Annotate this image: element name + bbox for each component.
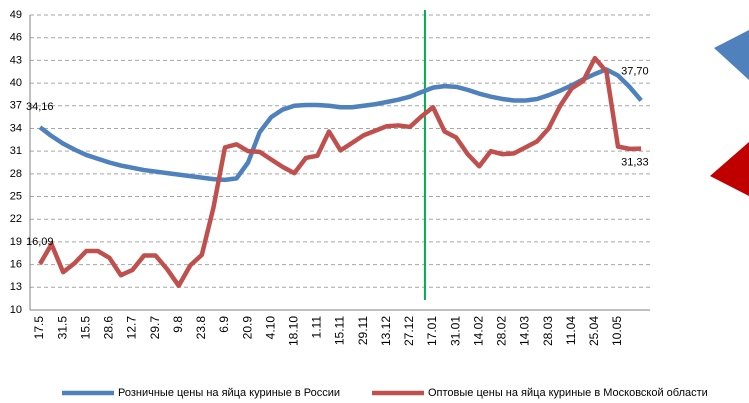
series-line: [38, 55, 642, 289]
y-tick-label: 49: [10, 9, 22, 21]
y-tick-label: 28: [10, 168, 22, 180]
y-tick-label: 13: [10, 281, 22, 293]
data-label: 31,33: [621, 157, 649, 169]
x-tick-label: 23.8: [194, 316, 208, 340]
x-tick-label: 9.8: [171, 316, 185, 333]
x-tick-label: 14.03: [518, 316, 532, 346]
down-arrow-red: [710, 142, 749, 196]
y-tick-label: 10: [10, 304, 22, 316]
y-tick-label: 19: [10, 236, 22, 248]
y-tick-label: 34: [10, 122, 22, 134]
x-tick-label: 20.9: [240, 316, 254, 340]
legend-label: Оптовые цены на яйца куриные в Московско…: [428, 387, 708, 399]
x-tick-label: 17.01: [425, 316, 439, 346]
x-tick-label: 31.01: [448, 316, 462, 346]
x-tick-label: 18.10: [286, 316, 300, 346]
x-tick-label: 28.02: [495, 316, 509, 346]
x-tick-label: 1.11: [310, 316, 324, 339]
x-tick-label: 15.5: [78, 316, 92, 340]
y-tick-label: 37: [10, 100, 22, 112]
x-tick-label: 15.11: [333, 316, 347, 345]
down-arrow-blue: [714, 30, 749, 80]
y-tick-label: 22: [10, 213, 22, 225]
y-tick-label: 16: [10, 259, 22, 271]
series-line: [38, 67, 643, 183]
x-tick-label: 28.03: [541, 316, 555, 346]
x-tick-label: 17.5: [32, 316, 46, 340]
x-tick-label: 12.7: [125, 316, 139, 340]
x-tick-label: 27.12: [402, 316, 416, 346]
y-tick-label: 46: [10, 32, 22, 44]
x-tick-label: 29.7: [148, 316, 162, 340]
x-tick-label: 13.12: [379, 316, 393, 346]
x-tick-label: 11.04: [564, 316, 578, 345]
x-tick-label: 29.11: [356, 316, 370, 345]
legend-label: Розничные цены на яйца куриные в России: [118, 387, 340, 399]
x-tick-label: 4.10: [263, 316, 277, 340]
x-tick-label: 14.02: [471, 316, 485, 346]
data-label: 16,09: [26, 236, 54, 248]
y-tick-label: 25: [10, 190, 22, 202]
y-tick-label: 31: [10, 145, 22, 157]
x-tick-label: 6.9: [217, 316, 231, 333]
x-tick-label: 25.04: [587, 316, 601, 346]
x-tick-label: 10.05: [610, 316, 624, 346]
x-tick-label: 28.6: [102, 316, 116, 340]
y-tick-label: 43: [10, 54, 22, 66]
y-tick-label: 40: [10, 77, 22, 89]
x-tick-label: 31.5: [55, 316, 69, 340]
data-label: 37,70: [621, 65, 649, 77]
data-label: 34,16: [26, 101, 54, 113]
